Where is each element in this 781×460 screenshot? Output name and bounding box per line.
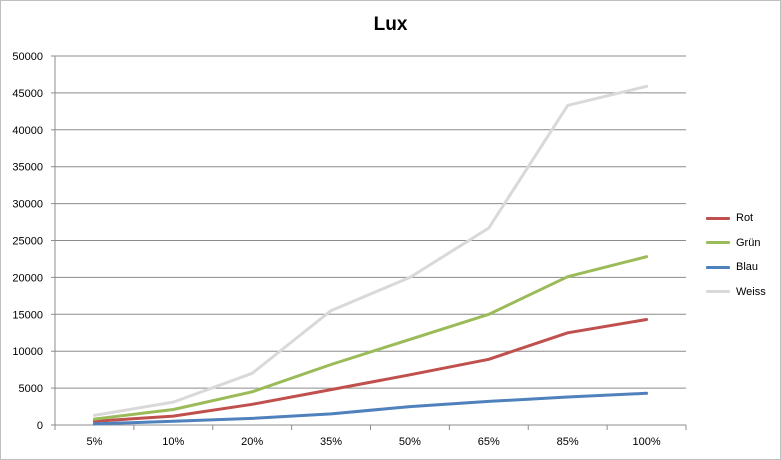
x-tick-label: 35%: [320, 436, 342, 448]
legend-item: Rot: [706, 206, 766, 231]
x-tick-label: 10%: [162, 436, 184, 448]
legend-label: Rot: [736, 212, 754, 225]
y-tick-label: 35000: [12, 162, 43, 174]
x-tick-label: 50%: [399, 436, 421, 448]
y-tick-label: 30000: [12, 199, 43, 211]
legend-label: Blau: [736, 261, 759, 274]
x-tick-label: 100%: [632, 436, 660, 448]
legend-item: Weiss: [706, 280, 766, 305]
x-tick-label: 65%: [478, 436, 500, 448]
series-line-weiss: [92, 84, 649, 417]
y-tick-label: 20000: [12, 272, 43, 284]
y-tick-label: 15000: [12, 309, 43, 321]
y-tick-label: 25000: [12, 236, 43, 248]
legend-swatch: [706, 216, 730, 220]
y-tick-label: 10000: [12, 346, 43, 358]
legend-item: Blau: [706, 255, 766, 280]
x-tick-label: 20%: [241, 436, 263, 448]
series-line-grün: [92, 255, 649, 421]
y-tick-label: 40000: [12, 125, 43, 137]
legend: Rot Grün Blau Weiss: [706, 206, 766, 304]
y-tick-label: 50000: [12, 51, 43, 63]
y-tick-label: 0: [37, 420, 43, 432]
x-tick-label: 5%: [86, 436, 102, 448]
x-tick-label: 85%: [557, 436, 579, 448]
legend-swatch: [706, 265, 730, 269]
series-line-blau: [92, 391, 649, 426]
legend-swatch: [706, 241, 730, 245]
legend-label: Grün: [736, 236, 761, 249]
series-line-rot: [92, 318, 649, 423]
y-tick-label: 45000: [12, 88, 43, 100]
y-tick-label: 5000: [19, 383, 43, 395]
legend-item: Grün: [706, 231, 766, 256]
legend-swatch: [706, 290, 730, 294]
legend-label: Weiss: [736, 285, 766, 298]
chart-title: Lux: [373, 14, 408, 35]
